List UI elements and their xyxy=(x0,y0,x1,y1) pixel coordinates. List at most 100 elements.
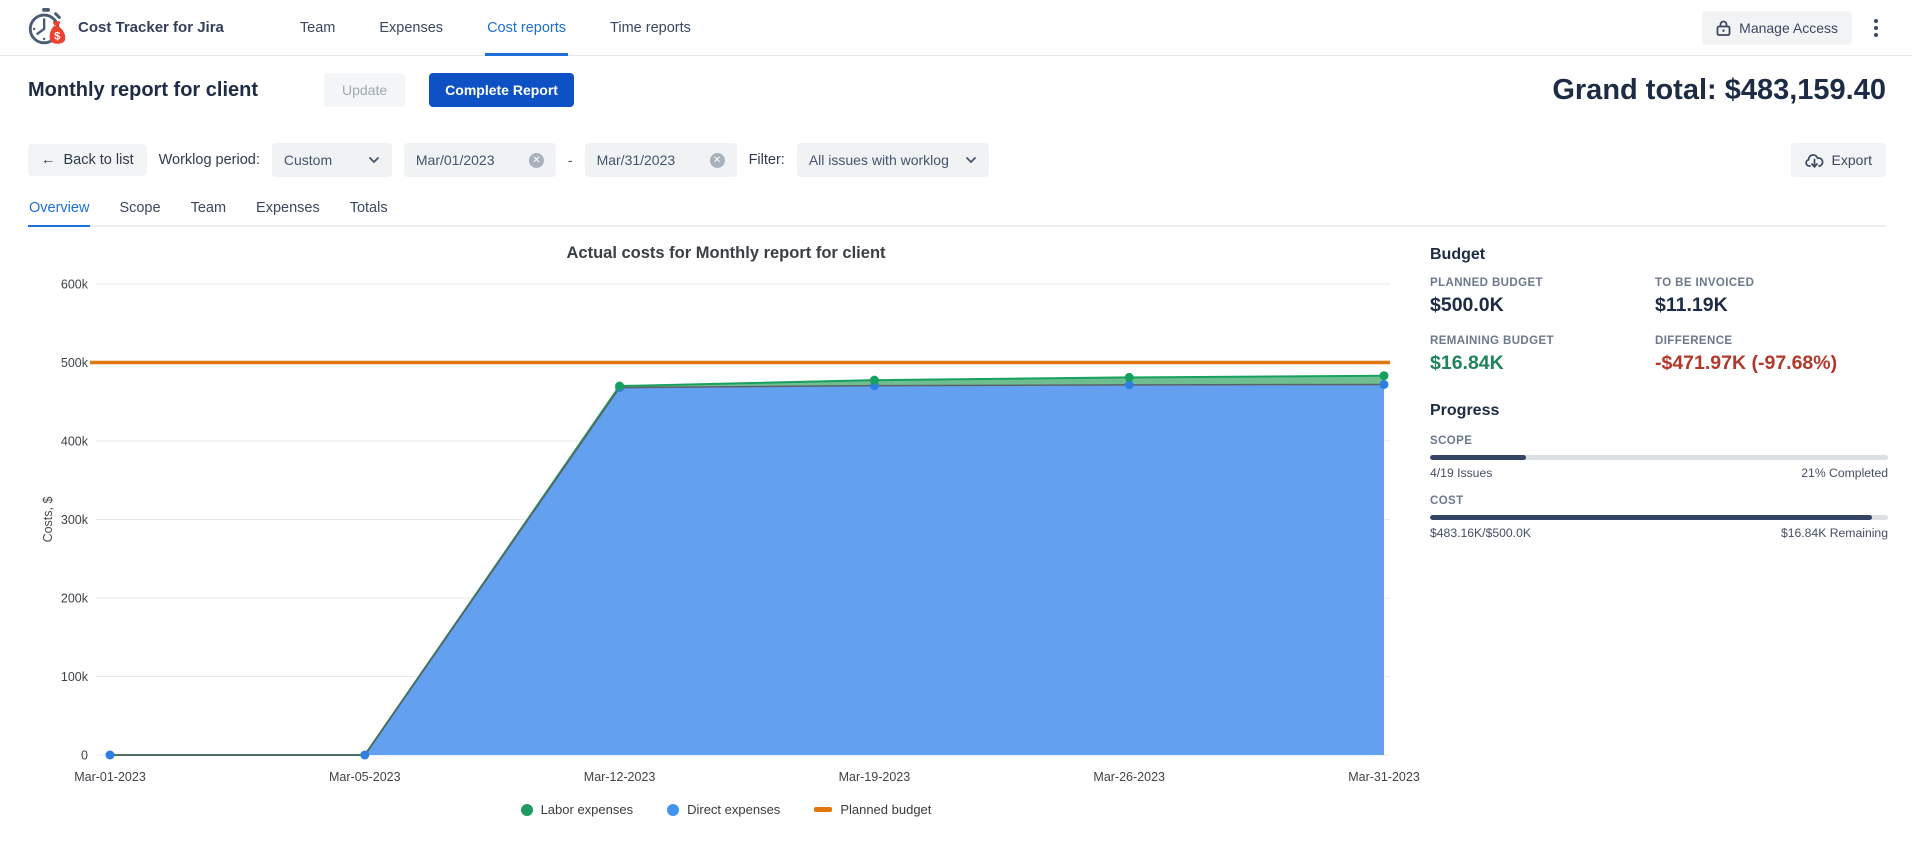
progress-caption-right: $16.84K Remaining xyxy=(1780,526,1888,540)
clear-date-to-icon[interactable]: ✕ xyxy=(709,152,725,168)
y-tick-label: 300k xyxy=(61,513,89,527)
labor-expenses-point xyxy=(1124,372,1134,382)
chevron-down-icon xyxy=(368,156,380,164)
issues-filter-value: All issues with worklog xyxy=(808,152,949,168)
x-tick-label: Mar-01-2023 xyxy=(74,770,146,784)
y-tick-label: 400k xyxy=(61,435,89,449)
progress-label: COST xyxy=(1430,495,1464,507)
legend-label: Direct expenses xyxy=(687,802,781,817)
lock-icon xyxy=(1716,20,1731,36)
progress-label: SCOPE xyxy=(1430,435,1473,447)
tab-scope[interactable]: Scope xyxy=(119,200,161,216)
y-tick-label: 100k xyxy=(61,670,89,684)
direct-expenses-point xyxy=(105,750,115,760)
topbar-actions: Manage Access xyxy=(1702,10,1886,45)
budget-item-label: DIFFERENCE xyxy=(1655,335,1733,347)
direct-expenses-area xyxy=(110,384,1384,755)
manage-access-label: Manage Access xyxy=(1739,19,1838,36)
budget-item-value: -$471.97K (-97.68%) xyxy=(1655,352,1838,374)
date-range-separator: - xyxy=(567,152,573,168)
nav-item-expenses[interactable]: Expenses xyxy=(379,19,444,36)
progress-bar-fill xyxy=(1430,515,1873,520)
nav-item-cost-reports[interactable]: Cost reports xyxy=(485,0,569,56)
budget-item-label: PLANNED BUDGET xyxy=(1430,277,1543,289)
budget-item-value: $11.19K xyxy=(1655,294,1728,316)
chart-legend: Labor expenses Direct expenses Planned bud… xyxy=(26,802,1426,817)
y-tick-label: 600k xyxy=(61,278,89,292)
tab-overview[interactable]: Overview xyxy=(28,196,91,227)
circle-marker-icon xyxy=(520,803,533,816)
nav-item-time-reports[interactable]: Time reports xyxy=(610,19,691,36)
date-to-value: Mar/31/2023 xyxy=(596,152,676,168)
complete-report-button[interactable]: Complete Report xyxy=(429,73,574,107)
budget-item-difference: DIFFERENCE -$471.97K (-97.68%) xyxy=(1655,335,1888,375)
legend-item-direct-expenses[interactable]: Direct expenses xyxy=(667,802,780,817)
budget-item-to-be-invoiced: TO BE INVOICED $11.19K xyxy=(1655,277,1888,317)
back-to-list-button[interactable]: ← Back to list xyxy=(28,144,147,176)
tab-team[interactable]: Team xyxy=(190,200,227,216)
legend-label: Labor expenses xyxy=(540,802,634,817)
x-tick-label: Mar-31-2023 xyxy=(1348,770,1420,784)
labor-expenses-point xyxy=(869,375,879,385)
budget-heading: Budget xyxy=(1430,246,1486,263)
progress-list: SCOPE 4/19 Issues 21% Completed COST $483.16… xyxy=(1430,435,1888,540)
budget-item-value: $500.0K xyxy=(1430,294,1504,316)
legend-label: Planned budget xyxy=(840,802,932,817)
app-title: Cost Tracker for Jira xyxy=(78,19,224,36)
worklog-period-value: Custom xyxy=(283,152,333,168)
nav-item-team[interactable]: Team xyxy=(299,19,336,36)
direct-expenses-point xyxy=(360,750,370,760)
x-tick-label: Mar-12-2023 xyxy=(584,770,656,784)
legend-item-planned-budget[interactable]: Planned budget xyxy=(814,802,931,817)
svg-text:$: $ xyxy=(54,30,61,42)
export-button[interactable]: Export xyxy=(1790,143,1886,177)
x-tick-label: Mar-26-2023 xyxy=(1093,770,1165,784)
progress-caption: $483.16K/$500.0K $16.84K Remaining xyxy=(1430,526,1888,540)
circle-marker-icon xyxy=(667,803,680,816)
y-tick-label: 200k xyxy=(61,592,89,606)
kebab-dot xyxy=(1874,25,1878,30)
cost-chart[interactable]: 0 100k 200k 300k 400k 500k 600k Costs, $ Mar-01-… xyxy=(26,268,1426,792)
date-to-input[interactable]: Mar/31/2023 ✕ xyxy=(584,143,737,177)
legend-item-labor-expenses[interactable]: Labor expenses xyxy=(520,802,634,817)
worklog-period-select[interactable]: Custom xyxy=(271,143,392,177)
progress-cost: COST $483.16K/$500.0K $16.84K Remaining xyxy=(1430,495,1888,540)
date-from-input[interactable]: Mar/01/2023 ✕ xyxy=(403,143,556,177)
budget-item-remaining-budget: REMAINING BUDGET $16.84K xyxy=(1430,335,1655,375)
progress-caption: 4/19 Issues 21% Completed xyxy=(1430,466,1888,480)
budget-grid: PLANNED BUDGET $500.0K TO BE INVOICED $11.1… xyxy=(1430,277,1888,375)
back-arrow-icon: ← xyxy=(41,152,56,168)
manage-access-button[interactable]: Manage Access xyxy=(1702,10,1852,45)
progress-caption-left: 4/19 Issues xyxy=(1430,466,1493,480)
cost-chart-svg[interactable]: 0 100k 200k 300k 400k 500k 600k Costs, $ Mar-01-… xyxy=(26,268,1426,792)
primary-nav: Team Expenses Cost reports Time reports xyxy=(298,0,733,56)
tab-expenses[interactable]: Expenses xyxy=(256,200,320,216)
export-label: Export xyxy=(1831,152,1872,168)
worklog-period-label: Worklog period: xyxy=(158,152,260,168)
x-tick-label: Mar-19-2023 xyxy=(839,770,911,784)
direct-expenses-point xyxy=(1124,380,1134,390)
date-from-value: Mar/01/2023 xyxy=(415,152,495,168)
labor-expenses-point xyxy=(1379,371,1389,381)
cloud-download-icon xyxy=(1804,153,1824,168)
budget-item-planned-budget: PLANNED BUDGET $500.0K xyxy=(1430,277,1655,317)
tab-totals[interactable]: Totals xyxy=(349,200,388,216)
clear-date-from-icon[interactable]: ✕ xyxy=(528,152,544,168)
app-header: $ Cost Tracker for Jira Team Expenses Cost… xyxy=(0,0,1912,56)
issues-filter-select[interactable]: All issues with worklog xyxy=(796,143,989,177)
direct-expenses-line xyxy=(110,383,1385,756)
labor-expenses-point xyxy=(615,381,625,391)
y-tick-label: 500k xyxy=(61,356,89,370)
budget-item-value: $16.84K xyxy=(1430,352,1504,374)
report-tabs: Overview Scope Team Expenses Totals xyxy=(28,196,1886,227)
update-button[interactable]: Update xyxy=(324,73,406,107)
app-logo-icon: $ xyxy=(26,7,68,49)
chart-title: Actual costs for Monthly report for clie… xyxy=(566,244,886,262)
filter-label: Filter: xyxy=(748,152,785,168)
kebab-menu-button[interactable] xyxy=(1866,13,1886,43)
budget-item-label: REMAINING BUDGET xyxy=(1430,335,1554,347)
kebab-dot xyxy=(1874,32,1878,37)
budget-item-label: TO BE INVOICED xyxy=(1655,277,1755,289)
x-tick-label: Mar-05-2023 xyxy=(329,770,401,784)
y-tick-label: 0 xyxy=(81,749,88,763)
